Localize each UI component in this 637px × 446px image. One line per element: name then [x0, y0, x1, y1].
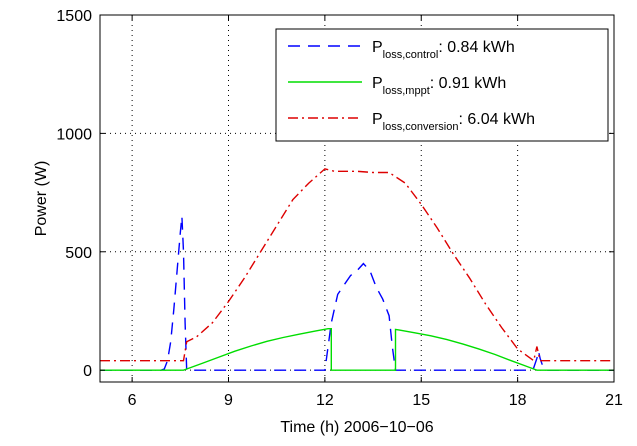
series-group: [100, 168, 614, 371]
y-axis-label: Power (W): [33, 161, 50, 237]
x-axis-label: Time (h) 2006−10−06: [280, 419, 433, 436]
x-tick-label: 21: [605, 392, 623, 409]
legend-main: P: [372, 111, 383, 128]
y-tick-label: 1000: [56, 126, 92, 143]
x-tick-label: 9: [224, 392, 233, 409]
series-line-3: [100, 168, 614, 362]
x-tick-label: 15: [412, 392, 430, 409]
x-tick-label: 12: [316, 392, 334, 409]
legend-value: : 0.91 kWh: [430, 75, 506, 92]
x-tick-label: 6: [128, 392, 137, 409]
axes-frame: [99, 14, 615, 383]
legend-box: [275, 28, 609, 142]
y-tick-label: 0: [83, 363, 92, 380]
grid-lines: [100, 15, 614, 382]
legend-label-1: Ploss,control: 0.84 kWh: [372, 39, 515, 61]
series-line-2: [100, 328, 614, 371]
series-line-1: [100, 216, 614, 371]
legend-label-2: Ploss,mppt: 0.91 kWh: [372, 75, 506, 97]
legend-subscript: loss,mppt: [383, 85, 430, 97]
legend-main: P: [372, 39, 383, 56]
y-tick-label: 1500: [56, 8, 92, 25]
legend-main: P: [372, 75, 383, 92]
y-tick-label: 500: [65, 245, 92, 262]
legend-label-3: Ploss,conversion: 6.04 kWh: [372, 111, 535, 133]
legend-subscript: loss,control: [383, 49, 439, 61]
legend-subscript: loss,conversion: [383, 121, 459, 133]
x-tick-label: 18: [509, 392, 527, 409]
legend-value: : 6.04 kWh: [459, 111, 535, 128]
tick-group: 6 9 12 15 18 21 0 500 1000 1500: [56, 8, 623, 409]
legend-value: : 0.84 kWh: [438, 39, 514, 56]
